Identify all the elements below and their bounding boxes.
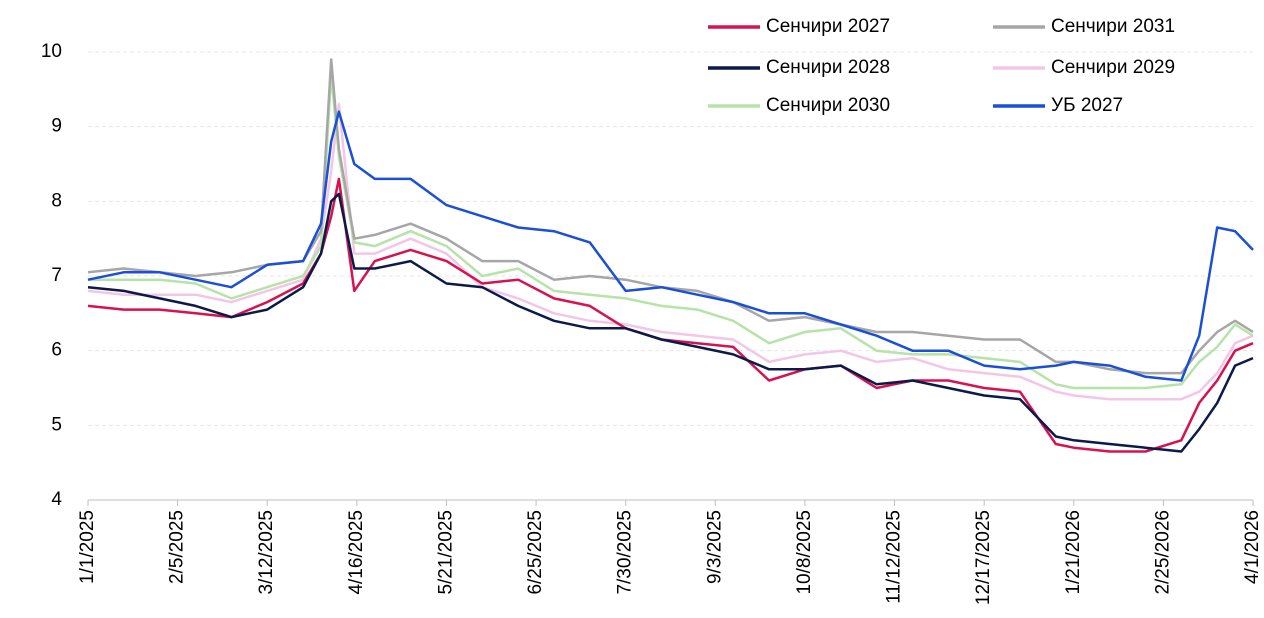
series-line xyxy=(88,73,1254,390)
x-tick-label: 11/12/2025 xyxy=(884,510,905,604)
y-tick-label: 8 xyxy=(51,190,62,211)
series-line xyxy=(87,110,1254,382)
y-tick-label: 7 xyxy=(51,265,62,286)
x-tick-label: 7/30/2025 xyxy=(615,510,636,595)
y-tick-label: 10 xyxy=(41,41,62,62)
x-tick-label: 1/1/2025 xyxy=(77,510,98,584)
series-line xyxy=(87,192,1254,453)
y-tick-label: 6 xyxy=(51,340,62,361)
series-line xyxy=(87,177,1254,453)
x-tick-label: 10/8/2025 xyxy=(794,510,815,595)
x-tick-label: 4/1/2026 xyxy=(1242,510,1263,584)
x-tick-label: 6/25/2025 xyxy=(525,510,546,595)
legend-label: Сенчири 2028 xyxy=(766,57,890,78)
series-line xyxy=(87,103,1254,401)
x-tick-label: 1/21/2026 xyxy=(1063,510,1084,595)
x-tick-label: 4/16/2025 xyxy=(346,510,367,595)
x-tick-label: 3/12/2025 xyxy=(256,510,277,595)
x-tick-label: 9/3/2025 xyxy=(704,510,725,584)
y-tick-label: 5 xyxy=(51,414,62,435)
y-tick-label: 4 xyxy=(51,489,62,510)
x-tick-label: 12/17/2025 xyxy=(973,510,994,605)
x-tick-label: 2/25/2026 xyxy=(1152,510,1173,595)
legend-label: Сенчири 2027 xyxy=(766,16,890,37)
legend-label: Сенчири 2031 xyxy=(1051,16,1175,37)
x-tick-label: 2/5/2025 xyxy=(167,510,188,584)
legend-label: Сенчири 2030 xyxy=(766,95,890,116)
x-tick-label: 5/21/2025 xyxy=(435,510,456,595)
legend-label: Сенчири 2029 xyxy=(1051,57,1175,78)
legend-label: УБ 2027 xyxy=(1051,95,1123,116)
y-tick-label: 9 xyxy=(51,116,62,137)
